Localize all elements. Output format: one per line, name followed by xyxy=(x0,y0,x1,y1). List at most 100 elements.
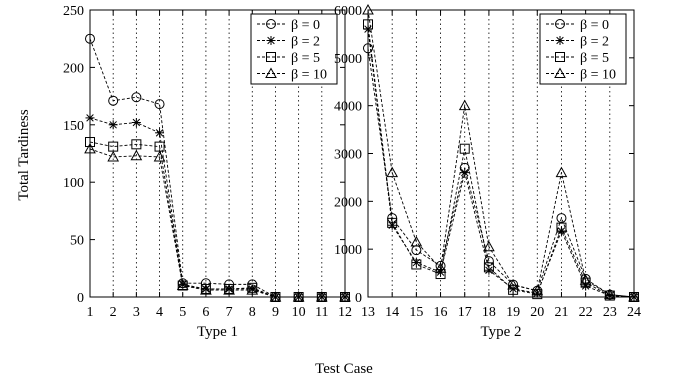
data-point xyxy=(108,95,119,106)
data-point xyxy=(556,213,567,224)
legend-marker xyxy=(266,36,276,45)
x-tick-label: 23 xyxy=(603,305,617,320)
data-point xyxy=(292,290,305,302)
x-tick-label: 14 xyxy=(385,305,399,320)
data-point xyxy=(387,220,397,230)
legend-label: β = 10 xyxy=(580,68,616,83)
y-tick-label: 0 xyxy=(77,291,84,306)
data-point xyxy=(458,99,471,111)
data-point xyxy=(556,222,567,233)
data-point xyxy=(315,290,328,302)
legend-label: β = 5 xyxy=(580,51,609,66)
data-point xyxy=(223,284,235,295)
data-point xyxy=(603,288,616,300)
data-point xyxy=(555,166,568,178)
data-point xyxy=(434,262,447,273)
data-point xyxy=(155,128,165,138)
y-tick-label: 250 xyxy=(63,4,84,19)
legend: β = 0 β = 2β = 5 β = 10 xyxy=(250,13,338,85)
legend-marker xyxy=(555,36,565,45)
x-tick-label: 17 xyxy=(458,305,472,320)
legend-marker xyxy=(266,19,276,29)
x-tick-label: 5 xyxy=(179,305,186,320)
data-point xyxy=(604,290,615,301)
legend-frame xyxy=(539,13,627,85)
legend-label: β = 2 xyxy=(580,35,609,50)
data-point xyxy=(579,274,592,285)
data-point xyxy=(84,142,96,154)
data-point xyxy=(435,269,446,280)
legend: β = 0 β = 2β = 5 β = 10 xyxy=(539,13,627,85)
data-point xyxy=(131,92,142,103)
y-tick-label: 0 xyxy=(355,291,362,306)
data-point xyxy=(411,259,422,270)
legend-marker xyxy=(554,67,566,78)
y-tick-label: 5000 xyxy=(334,52,362,67)
legend-label: β = 10 xyxy=(291,68,327,83)
data-point xyxy=(628,290,640,302)
x-tick-label: 4 xyxy=(156,305,163,320)
legend-marker xyxy=(265,67,277,78)
data-point xyxy=(339,290,351,302)
data-point xyxy=(154,99,165,110)
x-tick-label: 6 xyxy=(202,305,209,320)
data-point xyxy=(410,235,423,247)
data-point xyxy=(107,150,120,162)
y-tick-label: 6000 xyxy=(334,4,362,19)
legend-label: β = 0 xyxy=(580,18,609,33)
y-tick-label: 1000 xyxy=(334,243,362,258)
legend-label: β = 5 xyxy=(291,51,320,66)
data-point xyxy=(247,282,258,293)
data-point xyxy=(362,3,374,15)
data-point xyxy=(131,118,141,128)
data-point xyxy=(460,168,470,178)
data-point xyxy=(363,43,373,54)
legend-frame xyxy=(250,13,338,85)
data-point xyxy=(130,149,143,161)
data-point xyxy=(176,279,189,291)
x-tick-label: 22 xyxy=(579,305,593,320)
series-line-2 xyxy=(89,141,345,298)
series-line-0 xyxy=(367,48,635,298)
data-point xyxy=(85,113,95,123)
series-line-3 xyxy=(89,148,345,298)
legend-marker xyxy=(555,19,565,29)
data-point xyxy=(387,217,398,228)
legend-label: β = 0 xyxy=(291,18,320,33)
x-tick-label: 15 xyxy=(409,305,423,320)
chart-type2: 13 14 15 16 17 18 19 20 21 22 23 24 0 1000 2000 3000 400… xyxy=(334,3,641,340)
x-tick-label: 2 xyxy=(110,305,117,320)
data-point xyxy=(459,143,470,154)
y-tick-label: 100 xyxy=(63,176,84,191)
legend-label: β = 2 xyxy=(291,35,320,50)
x-tick-label: 11 xyxy=(315,305,328,320)
x-tick-label: 3 xyxy=(133,305,140,320)
x-tick-label: 10 xyxy=(292,305,306,320)
legend-marker xyxy=(555,52,565,62)
x-tick-label: 13 xyxy=(361,305,375,320)
y-tick-label: 3000 xyxy=(334,148,362,163)
x-tick-label: 19 xyxy=(506,305,520,320)
y-tick-label: 50 xyxy=(70,234,84,249)
x-tick-label: 16 xyxy=(434,305,448,320)
data-point xyxy=(483,240,495,252)
x-tick-label: 7 xyxy=(226,305,233,320)
x-tick-label: 21 xyxy=(554,305,568,320)
legend-marker xyxy=(266,52,276,62)
data-point xyxy=(269,290,282,302)
panel-subtitle: Type 1 xyxy=(197,324,238,340)
data-point xyxy=(85,33,95,44)
data-point xyxy=(153,150,166,162)
y-tick-label: 200 xyxy=(63,61,84,76)
x-tick-label: 8 xyxy=(249,305,256,320)
series-line-1 xyxy=(89,117,345,298)
data-point xyxy=(85,137,95,148)
y-axis-label: Total Tardiness xyxy=(16,109,32,201)
data-point xyxy=(386,166,399,178)
data-point xyxy=(131,139,142,150)
y-tick-label: 2000 xyxy=(334,195,362,210)
x-tick-label: 20 xyxy=(530,305,544,320)
x-tick-label: 24 xyxy=(627,305,641,320)
panel-subtitle: Type 2 xyxy=(480,324,521,340)
